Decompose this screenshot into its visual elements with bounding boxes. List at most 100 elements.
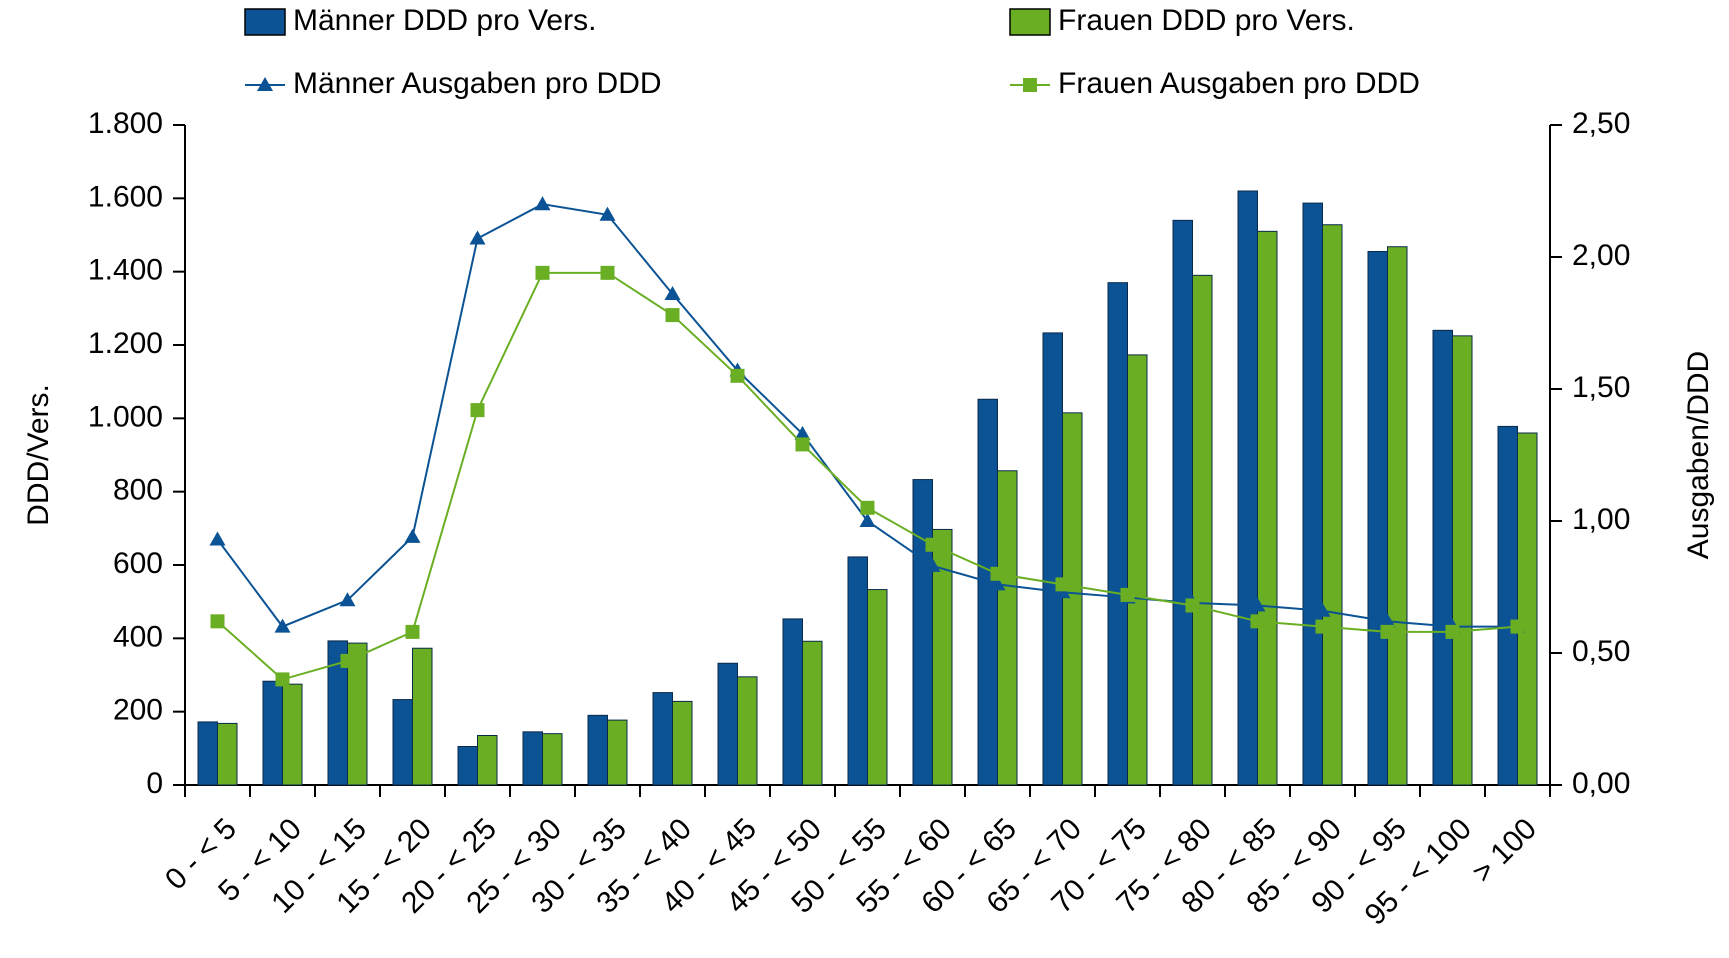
bar (1432, 329, 1453, 786)
bar (997, 470, 1018, 786)
line-marker (794, 425, 811, 440)
bar (412, 647, 433, 786)
bar (282, 683, 303, 786)
line-marker (275, 672, 290, 687)
y-tick-label: 1.000 (88, 400, 163, 433)
y-tick-label: 400 (113, 620, 163, 653)
line-marker (210, 614, 225, 629)
line-marker (860, 500, 875, 515)
legend-item: Männer DDD pro Vers. (244, 4, 596, 37)
bar (1322, 224, 1343, 786)
line-marker (924, 557, 941, 572)
line-marker (209, 531, 226, 546)
bar (392, 699, 413, 786)
bar (1127, 354, 1148, 786)
line-marker (535, 265, 550, 280)
line-marker (1510, 619, 1525, 634)
legend-item: Männer Ausgaben pro DDD (245, 67, 662, 100)
line-marker (665, 308, 680, 323)
line-marker (925, 537, 940, 552)
bar (1367, 251, 1388, 786)
line-marker (257, 77, 273, 91)
bar (1517, 432, 1538, 786)
bar (197, 721, 218, 786)
legend-label: Frauen DDD pro Vers. (1058, 4, 1355, 37)
y-tick-label: 0 (146, 767, 163, 800)
y-tick-label: 800 (113, 474, 163, 507)
legend-item: Frauen DDD pro Vers. (1009, 4, 1355, 37)
bar (477, 735, 498, 786)
y2-tick-label: 1,00 (1572, 503, 1630, 536)
line-marker (1315, 619, 1330, 634)
y2-tick-label: 2,00 (1572, 239, 1630, 272)
y2-tick-label: 1,50 (1572, 371, 1630, 404)
bar (587, 714, 608, 786)
bar (977, 398, 998, 786)
legend-item: Frauen Ausgaben pro DDD (1010, 67, 1420, 100)
bar (607, 719, 628, 786)
y-tick-label: 1.400 (88, 254, 163, 287)
bar (1042, 332, 1063, 786)
y-tick-label: 200 (113, 694, 163, 727)
bar (1237, 190, 1258, 786)
line-marker (469, 230, 486, 245)
line-marker (1023, 78, 1037, 92)
y-tick-label: 600 (113, 547, 163, 580)
bar (717, 662, 738, 786)
line-marker (404, 528, 421, 543)
y-tick-label: 1.600 (88, 180, 163, 213)
bar (802, 640, 823, 786)
bar (652, 692, 673, 786)
bar (672, 700, 693, 786)
line-marker (470, 403, 485, 418)
line-marker (1120, 587, 1135, 602)
bar (1257, 230, 1278, 786)
line-marker (340, 653, 355, 668)
bar (912, 479, 933, 786)
legend-label: Männer Ausgaben pro DDD (293, 67, 662, 100)
line-marker (274, 618, 291, 633)
bar (1172, 219, 1193, 786)
legend-swatch (1009, 8, 1051, 36)
bar (542, 733, 563, 786)
line-marker (1445, 624, 1460, 639)
line-marker (1055, 577, 1070, 592)
line-marker (405, 624, 420, 639)
legend-label: Frauen Ausgaben pro DDD (1058, 67, 1420, 100)
line-marker (1249, 597, 1266, 612)
line-marker (1379, 613, 1396, 628)
bar (347, 642, 368, 786)
bar (932, 528, 953, 786)
y-axis-label: DDD/Vers. (22, 384, 55, 526)
bar (1387, 246, 1408, 786)
bar (782, 618, 803, 786)
line-marker (1314, 602, 1331, 617)
y-tick-label: 1.800 (88, 107, 163, 140)
line-marker (664, 285, 681, 300)
bar (1452, 335, 1473, 786)
bar (1497, 425, 1518, 786)
line-marker (534, 196, 551, 211)
bar (262, 680, 283, 786)
line-marker (1380, 624, 1395, 639)
x-tick-label: > 100 (1466, 812, 1543, 889)
bar (867, 589, 888, 786)
line-marker (795, 437, 810, 452)
line-marker (1250, 614, 1265, 629)
line-marker (599, 206, 616, 221)
bar (1062, 412, 1083, 786)
line-marker (859, 513, 876, 527)
line-marker (1185, 598, 1200, 613)
legend-swatch (244, 8, 286, 36)
bar (217, 722, 238, 786)
y-tick-label: 1.200 (88, 327, 163, 360)
bar (522, 731, 543, 786)
bar (1107, 282, 1128, 786)
y2-tick-label: 2,50 (1572, 107, 1630, 140)
y2-axis-label: Ausgaben/DDD (1682, 351, 1715, 559)
bar (737, 676, 758, 786)
bar (1192, 274, 1213, 786)
y2-tick-label: 0,50 (1572, 635, 1630, 668)
